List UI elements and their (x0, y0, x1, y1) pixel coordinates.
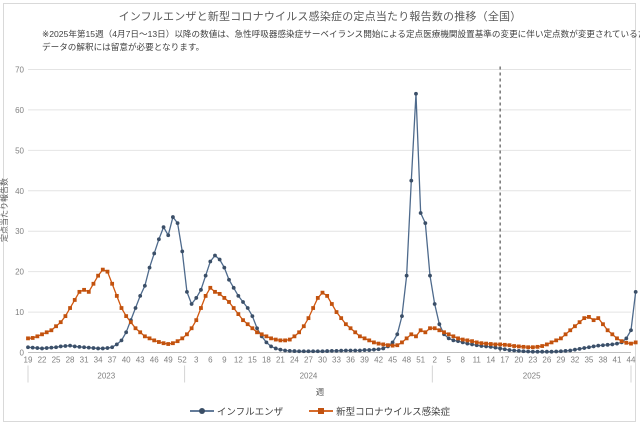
svg-text:51: 51 (416, 356, 425, 365)
svg-text:12: 12 (234, 356, 243, 365)
svg-text:23: 23 (528, 356, 537, 365)
year-group-labels: 2023 2024 2025 (27, 365, 632, 383)
svg-text:46: 46 (150, 356, 159, 365)
svg-text:38: 38 (599, 356, 608, 365)
legend-item-influenza[interactable]: インフルエンザ (189, 404, 284, 418)
svg-text:27: 27 (304, 356, 313, 365)
legend-key-influenza-icon (189, 408, 214, 414)
svg-text:17: 17 (500, 356, 509, 365)
svg-text:8: 8 (460, 356, 465, 365)
svg-text:40: 40 (15, 187, 24, 196)
svg-text:18: 18 (262, 356, 271, 365)
svg-text:2025: 2025 (523, 372, 541, 381)
svg-text:24: 24 (290, 356, 299, 365)
svg-text:70: 70 (15, 66, 24, 75)
svg-text:35: 35 (584, 356, 593, 365)
svg-text:28: 28 (66, 356, 75, 365)
svg-text:11: 11 (473, 356, 482, 365)
svg-text:48: 48 (402, 356, 411, 365)
chart-border (3, 3, 636, 422)
svg-text:60: 60 (15, 106, 24, 115)
svg-text:14: 14 (486, 356, 495, 365)
svg-text:49: 49 (164, 356, 173, 365)
svg-text:41: 41 (613, 356, 622, 365)
svg-text:31: 31 (80, 356, 89, 365)
svg-text:21: 21 (276, 356, 285, 365)
svg-text:3: 3 (194, 356, 199, 365)
legend-item-covid[interactable]: 新型コロナウイルス感染症 (309, 404, 450, 418)
svg-text:36: 36 (346, 356, 355, 365)
svg-text:20: 20 (514, 356, 523, 365)
data-series (26, 91, 638, 354)
svg-text:34: 34 (94, 356, 103, 365)
svg-text:32: 32 (570, 356, 579, 365)
legend-label-influenza: インフルエンザ (216, 407, 284, 418)
svg-text:52: 52 (178, 356, 187, 365)
svg-text:29: 29 (556, 356, 565, 365)
svg-text:5: 5 (446, 356, 451, 365)
svg-text:6: 6 (208, 356, 213, 365)
legend-label-covid: 新型コロナウイルス感染症 (336, 407, 451, 418)
y-tick-labels: 0 10 20 30 40 50 60 70 (15, 66, 24, 358)
svg-text:43: 43 (136, 356, 145, 365)
gridlines (28, 69, 631, 353)
svg-text:37: 37 (108, 356, 117, 365)
x-axis-title: 週 (315, 387, 325, 397)
svg-text:19: 19 (24, 356, 33, 365)
chart-note: ※2025年第15週（4月7日～13日）以降の数値は、急性呼吸器感染症サーベイラ… (42, 28, 640, 54)
chart-title: インフルエンザと新型コロナウイルス感染症の定点当たり報告数の推移（全国） (118, 11, 522, 23)
svg-text:33: 33 (332, 356, 341, 365)
svg-text:40: 40 (122, 356, 131, 365)
svg-text:45: 45 (388, 356, 397, 365)
svg-text:30: 30 (318, 356, 327, 365)
svg-text:10: 10 (15, 308, 24, 317)
svg-text:50: 50 (15, 146, 24, 155)
svg-text:26: 26 (542, 356, 551, 365)
x-tick-labels: 19 22 25 28 31 34 37 40 43 46 49 52 3 6 9 12 15 18 21 24 27 3… (24, 356, 636, 365)
svg-text:20: 20 (15, 268, 24, 277)
svg-text:25: 25 (52, 356, 61, 365)
svg-text:0: 0 (20, 349, 25, 358)
svg-text:42: 42 (374, 356, 383, 365)
svg-text:44: 44 (627, 356, 636, 365)
svg-text:9: 9 (222, 356, 227, 365)
chart-note-line1: ※2025年第15週（4月7日～13日）以降の数値は、急性呼吸器感染症サーベイラ… (42, 29, 640, 39)
svg-text:2: 2 (432, 356, 437, 365)
svg-text:2024: 2024 (300, 372, 318, 381)
chart-note-line2: データの解釈には留意が必要となります。 (42, 42, 205, 52)
svg-text:22: 22 (38, 356, 47, 365)
legend-key-covid-icon (309, 408, 334, 414)
svg-text:39: 39 (360, 356, 369, 365)
chart-legend: インフルエンザ 新型コロナウイルス感染症 (0, 404, 640, 418)
svg-text:15: 15 (248, 356, 257, 365)
svg-text:30: 30 (15, 227, 24, 236)
svg-text:2023: 2023 (97, 372, 115, 381)
